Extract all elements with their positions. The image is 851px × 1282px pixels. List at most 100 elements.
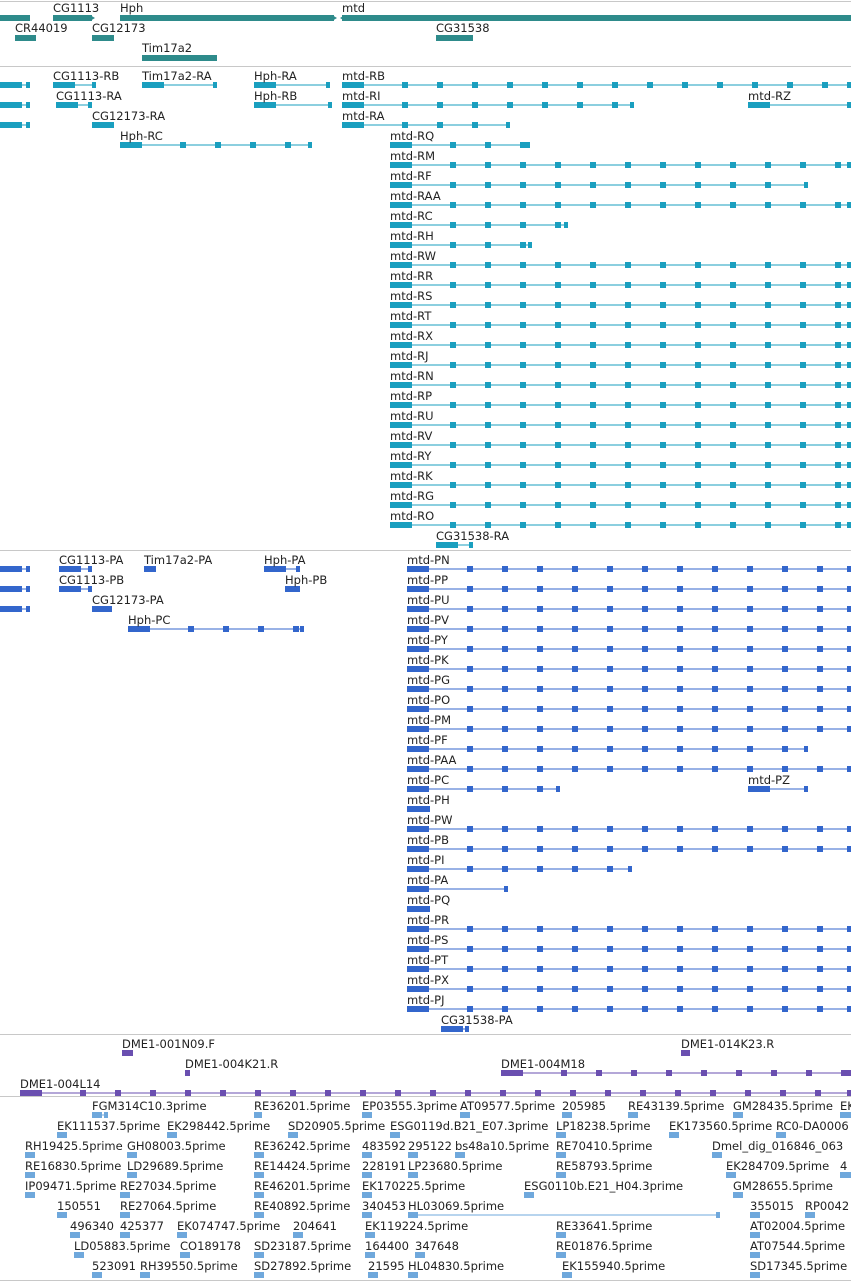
feature-proteins[interactable] (0, 606, 30, 612)
feature-transcripts[interactable]: mtd-RV (390, 429, 851, 448)
feature-ests[interactable]: LP23680.5prime (408, 1159, 502, 1178)
feature-ests[interactable]: EK155940.5prime (562, 1259, 665, 1278)
feature-genes[interactable] (0, 15, 30, 21)
feature-transcripts[interactable]: mtd-RK (390, 469, 851, 488)
feature-proteins[interactable] (0, 566, 30, 572)
feature-ests[interactable]: HL04830.5prime (408, 1259, 504, 1278)
feature-genes[interactable]: Hph (120, 1, 337, 21)
feature-ests[interactable]: RE40892.5prime (254, 1199, 350, 1218)
feature-bacs[interactable]: DME1-004L14 (20, 1077, 851, 1096)
feature-transcripts[interactable] (0, 82, 30, 88)
feature-bacs[interactable]: DME1-014K23.R (681, 1037, 774, 1056)
feature-transcripts[interactable]: Tim17a2-RA (141, 69, 217, 88)
feature-ests[interactable]: LD29689.5prime (127, 1159, 223, 1178)
feature-transcripts[interactable]: mtd-RAA (390, 189, 851, 208)
feature-transcripts[interactable]: mtd-RO (390, 509, 851, 528)
feature-transcripts[interactable]: CG12173-RA (92, 109, 165, 128)
feature-ests[interactable]: RE36242.5prime (254, 1139, 350, 1158)
feature-ests[interactable]: bs48a10.5prime (455, 1139, 549, 1158)
feature-proteins[interactable] (0, 586, 30, 592)
feature-transcripts[interactable]: mtd-RJ (390, 349, 851, 368)
feature-proteins[interactable]: mtd-PAA (407, 753, 851, 772)
feature-ests[interactable]: RP0042 (805, 1199, 849, 1218)
feature-proteins[interactable]: Hph-PC (128, 613, 304, 632)
feature-proteins[interactable]: CG1113-PA (59, 553, 124, 572)
feature-ests[interactable]: 483592 (362, 1139, 406, 1158)
feature-ests[interactable]: EK119224.5prime (365, 1219, 468, 1238)
feature-genes[interactable]: CG31538 (436, 21, 490, 41)
feature-ests[interactable]: SD20905.5prime (288, 1119, 385, 1138)
feature-proteins[interactable]: CG31538-PA (441, 1013, 513, 1032)
feature-transcripts[interactable]: mtd-RW (390, 249, 851, 268)
feature-ests[interactable]: RC0-DA0006 (776, 1119, 849, 1138)
feature-ests[interactable]: 204641 (293, 1219, 337, 1238)
feature-ests[interactable]: 4 (840, 1159, 851, 1178)
feature-transcripts[interactable]: mtd-RU (390, 409, 851, 428)
feature-transcripts[interactable]: mtd-RC (390, 209, 568, 228)
feature-proteins[interactable]: mtd-PG (407, 673, 851, 692)
feature-proteins[interactable]: mtd-PQ (407, 893, 450, 912)
feature-ests[interactable]: Dmel_dig_016846_063 (712, 1139, 843, 1158)
feature-proteins[interactable]: mtd-PR (407, 913, 851, 932)
feature-ests[interactable]: ESG0119d.B21_E07.3prime (390, 1119, 548, 1138)
feature-bacs[interactable]: DME1-001N09.F (122, 1037, 215, 1056)
feature-ests[interactable]: CO189178 (180, 1239, 241, 1258)
feature-ests[interactable]: RH19425.5prime (25, 1139, 123, 1158)
feature-transcripts[interactable]: mtd-RY (390, 449, 851, 468)
feature-ests[interactable]: RE14424.5prime (254, 1159, 350, 1178)
feature-ests[interactable]: RE46201.5prime (254, 1179, 350, 1198)
feature-proteins[interactable]: mtd-PK (407, 653, 851, 672)
feature-ests[interactable]: RE27034.5prime (120, 1179, 216, 1198)
feature-transcripts[interactable]: mtd-RG (390, 489, 851, 508)
feature-ests[interactable]: 295122 (408, 1139, 452, 1158)
feature-ests[interactable]: EP03555.3prime (362, 1099, 457, 1118)
feature-ests[interactable]: RH39550.5prime (140, 1259, 238, 1278)
feature-ests[interactable]: EK173560.5prime (669, 1119, 772, 1138)
feature-ests[interactable]: SD17345.5prime (750, 1259, 847, 1278)
feature-ests[interactable]: 21595 (368, 1259, 405, 1278)
feature-ests[interactable]: HL03069.5prime (408, 1199, 720, 1218)
feature-ests[interactable]: EK111537.5prime (57, 1119, 160, 1138)
feature-ests[interactable]: SD23187.5prime (254, 1239, 351, 1258)
feature-ests[interactable]: AT09577.5prime (460, 1099, 555, 1118)
feature-ests[interactable]: AT07544.5prime (750, 1239, 845, 1258)
feature-transcripts[interactable] (0, 122, 30, 128)
feature-ests[interactable]: GH08003.5prime (127, 1139, 226, 1158)
feature-proteins[interactable]: mtd-PC (407, 773, 560, 792)
feature-genes[interactable]: CG12173 (92, 21, 146, 41)
feature-proteins[interactable]: Hph-PA (264, 553, 306, 572)
feature-transcripts[interactable] (0, 102, 30, 108)
feature-ests[interactable]: 228191 (362, 1159, 406, 1178)
feature-proteins[interactable]: mtd-PF (407, 733, 808, 752)
feature-ests[interactable]: 205985 (562, 1099, 606, 1118)
feature-proteins[interactable]: mtd-PX (407, 973, 851, 992)
feature-proteins[interactable]: Tim17a2-PA (143, 553, 212, 572)
feature-proteins[interactable]: mtd-PT (407, 953, 851, 972)
feature-ests[interactable]: EK (840, 1099, 851, 1118)
feature-ests[interactable]: EK170225.5prime (362, 1179, 465, 1198)
feature-ests[interactable]: AT02004.5prime (750, 1219, 845, 1238)
feature-ests[interactable]: RE16830.5prime (25, 1159, 121, 1178)
feature-transcripts[interactable]: mtd-RH (390, 229, 532, 248)
feature-bacs[interactable]: DME1-004M18 (501, 1057, 851, 1076)
feature-transcripts[interactable]: mtd-RM (390, 149, 851, 168)
feature-proteins[interactable]: mtd-PP (407, 573, 851, 592)
feature-ests[interactable]: 523091 (92, 1259, 136, 1278)
feature-transcripts[interactable]: mtd-RT (390, 309, 851, 328)
feature-ests[interactable]: 150551 (57, 1199, 101, 1218)
feature-ests[interactable]: EK284709.5prime (726, 1159, 829, 1178)
feature-transcripts[interactable]: mtd-RF (390, 169, 808, 188)
feature-transcripts[interactable]: mtd-RN (390, 369, 851, 388)
feature-proteins[interactable]: mtd-PA (407, 873, 508, 892)
feature-proteins[interactable]: mtd-PY (407, 633, 851, 652)
feature-ests[interactable]: RE36201.5prime (254, 1099, 350, 1118)
feature-ests[interactable]: LP18238.5prime (556, 1119, 650, 1138)
feature-ests[interactable]: EK298442.5prime (167, 1119, 270, 1138)
feature-ests[interactable]: GM28435.5prime (733, 1099, 833, 1118)
feature-genes[interactable]: Tim17a2 (141, 41, 217, 61)
feature-ests[interactable]: RE01876.5prime (556, 1239, 652, 1258)
feature-ests[interactable]: 164400 (365, 1239, 409, 1258)
feature-transcripts[interactable]: mtd-RQ (390, 129, 530, 148)
feature-ests[interactable]: SD27892.5prime (254, 1259, 351, 1278)
feature-proteins[interactable]: mtd-PW (407, 813, 851, 832)
